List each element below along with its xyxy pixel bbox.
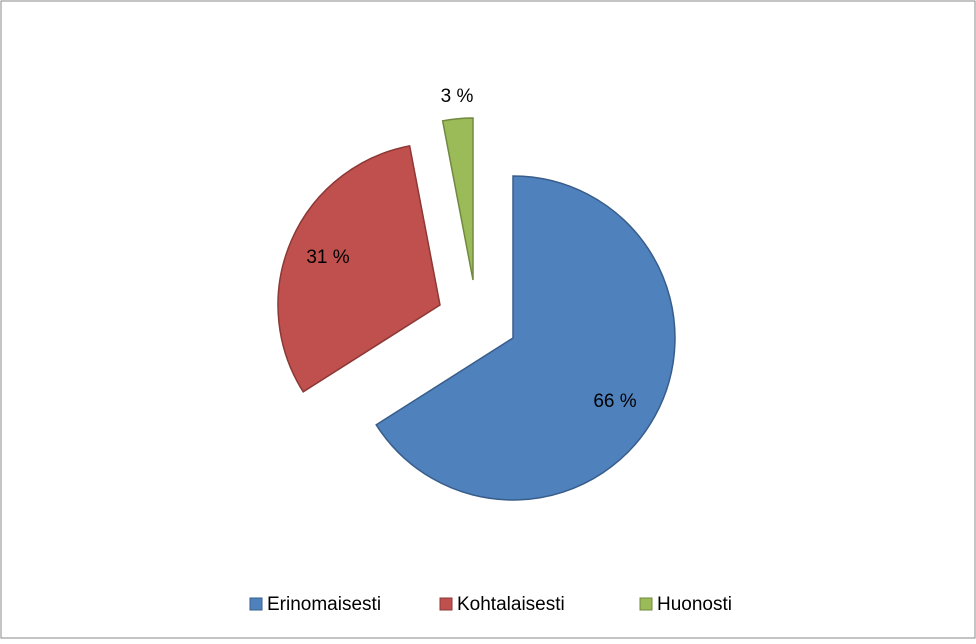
data-label: 31 % <box>306 247 349 268</box>
data-label: 3 % <box>441 86 474 107</box>
legend-label: Erinomaisesti <box>267 594 381 615</box>
pie-slice <box>441 117 474 281</box>
legend-swatch <box>439 597 453 611</box>
pie-slice <box>277 144 441 393</box>
legend-swatch <box>249 597 263 611</box>
legend-label: Huonosti <box>657 594 732 615</box>
pie-slice <box>375 175 676 501</box>
data-label: 66 % <box>593 391 636 412</box>
legend-label: Kohtalaisesti <box>457 594 565 615</box>
legend-swatch <box>639 597 653 611</box>
